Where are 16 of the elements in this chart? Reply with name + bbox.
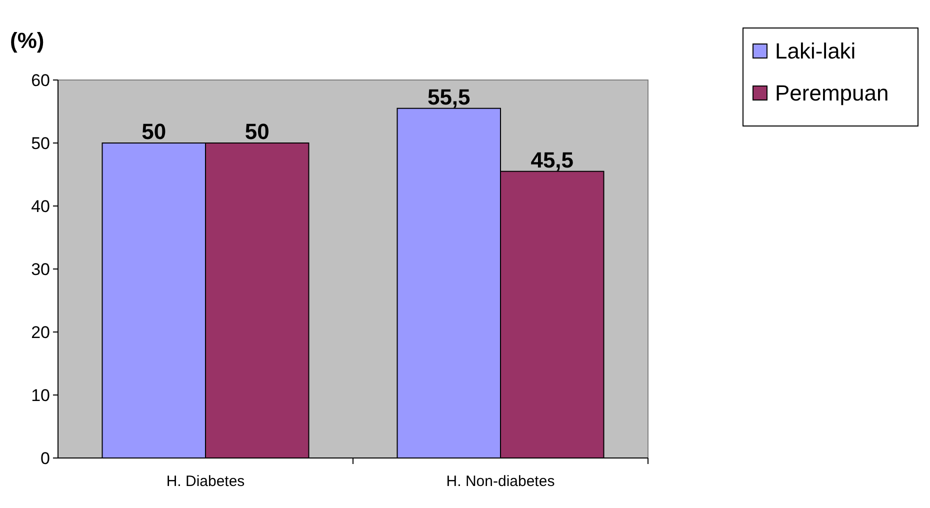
data-label: 50 xyxy=(142,119,166,144)
data-label: 55,5 xyxy=(427,84,470,110)
y-tick-label: 60 xyxy=(31,70,50,90)
y-tick-label: 50 xyxy=(31,134,50,153)
legend-label: Laki-laki xyxy=(775,38,856,64)
y-tick-label: 0 xyxy=(40,448,50,468)
legend-label: Perempuan xyxy=(775,80,889,106)
data-label: 50 xyxy=(244,119,270,144)
y-tick-label: 30 xyxy=(31,260,50,279)
y-tick-label: 40 xyxy=(31,196,50,216)
x-tick-label: H. Non-diabetes xyxy=(446,473,555,490)
y-tick-label: 10 xyxy=(31,386,50,405)
x-tick-label: H. Diabetes xyxy=(166,473,245,490)
y-tick-label: 20 xyxy=(31,322,50,342)
y-axis-title: (%) xyxy=(10,28,44,53)
data-label: 45,5 xyxy=(530,147,574,172)
